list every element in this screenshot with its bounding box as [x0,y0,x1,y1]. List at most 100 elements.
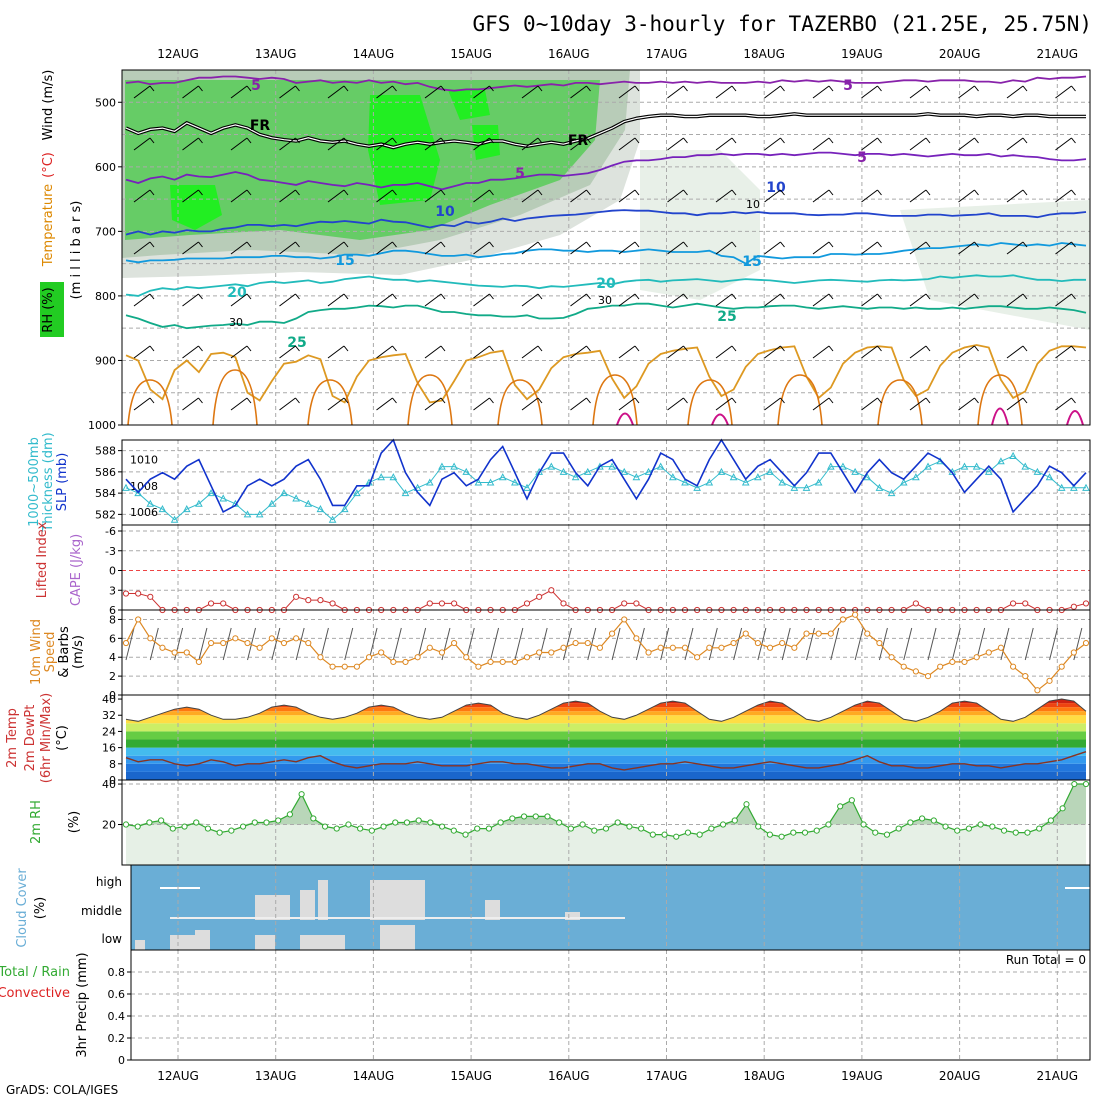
pressure-axis-tick-label: 1000 [88,419,116,432]
wind-barb [133,293,151,307]
rh-axis-label: RH (%) [41,287,56,332]
wind10-series-point [584,639,591,647]
rh2m-point [801,829,809,836]
wind-barb-flag [149,397,155,404]
wind-barb [230,85,248,99]
wind-barb [327,241,345,255]
wind-barb-flag [780,293,785,300]
top-day-label: 12AUG [157,47,199,61]
rh2m-point [415,817,422,824]
wind-barb-flag [295,397,300,404]
rh2m-point [930,817,937,824]
precip-axis-label: 3hr Precip (mm) [75,952,90,1057]
lifted-index-series-point [329,600,336,607]
wind-barb-flag [198,85,203,92]
rh2m-point [204,825,212,832]
wind-barb-flag [877,85,882,92]
wind-barb-flag [586,397,591,404]
wind-barb [909,85,927,99]
wind-barb [1055,137,1072,151]
thickness-series-point [571,473,580,481]
wind-barb [279,137,296,151]
wind10-series-point [159,644,166,651]
rh2m-point [837,803,844,810]
surface-wind-barb [514,627,524,661]
thickness-series-point [972,462,981,470]
wind-barb-flag [295,137,300,144]
rh2m-point [755,823,762,830]
wind10-series-point [353,663,360,670]
wind-barb [376,85,393,99]
contour-label: 10 [435,204,455,220]
temp-panel-grid [177,695,1058,780]
wind-barb-flag [828,189,834,196]
wind-barb-flag [925,241,931,248]
wind-barb [667,85,684,99]
cloud-axis-label-1: Cloud Cover [15,868,30,948]
wind-barb [812,85,830,99]
thickness-series-point [280,489,288,497]
wind-barb [861,293,878,307]
thickness-series-point [790,483,799,491]
rh2m-point [275,817,282,824]
cloud-panel-bg [131,865,1090,950]
rh2m-point [638,825,645,832]
wind-barb-flag [392,345,397,352]
wind-barb-flag [246,345,252,352]
isotherm-45-loop [616,412,634,426]
bottom-day-label: 21AUG [1037,1069,1079,1083]
lifted-index-series-point [548,587,555,594]
wind-barb [570,397,587,411]
wind-barb [715,85,733,99]
wind10-axis-tick-label: 6 [109,632,116,645]
wind-barb-flag [1022,397,1028,404]
wind-barb-flag [634,241,640,248]
rh2m-axis-label-1: 2m RH [29,800,44,844]
wind-barb [279,345,296,359]
wind10-series-point [256,644,263,651]
wind-barb [570,241,587,255]
wind10-series-point [305,639,312,647]
wind-barb-flag [343,137,349,144]
thickness-series-point [146,499,155,507]
wind-barb-flag [1022,137,1028,144]
wind-barb [1006,137,1024,151]
rh2m-point [298,791,305,798]
rh2m-point [731,817,738,824]
wind10-series-point [171,649,178,656]
wind-barb [1006,293,1024,307]
wind-barb [861,189,878,203]
wind-barb [327,137,345,151]
wind-barb [473,85,490,99]
wind10-axis-label-1: 10m Wind [29,619,44,685]
contour-label: 5 [857,150,867,166]
rh2m-point [673,833,680,840]
wind10-axis-tick-label: 0 [109,689,116,702]
wind-barb [133,345,151,359]
wind10-series-point [937,663,944,670]
wind-barb-flag [780,345,785,352]
wind10-axis-label-2: Speed [43,632,58,673]
wind-barb [909,137,927,151]
wind10-series-point [596,644,604,651]
wind-barb [1006,85,1024,99]
rh2m-point [790,829,797,836]
lifted-index-series-point [122,590,130,597]
wind-barb [812,189,830,203]
lifted-index-series-point [147,593,154,600]
rh2m-area-dark [126,784,1086,825]
rh2m-point [942,823,949,830]
wind-barb-flag [877,345,882,352]
slp-tick-label: 1006 [130,506,158,519]
wind-barb [230,397,248,411]
thickness-axis-tick-label: 586 [95,466,116,479]
wind-barb-flag [586,241,591,248]
surface-wind-barb [247,627,257,661]
wind-barb-flag [731,241,737,248]
wind-barb-flag [295,293,300,300]
temp-band [126,703,1086,708]
wind10-series-point [681,644,689,651]
temp-unit-label: (°C) [41,152,56,178]
wind-barb-flag [780,137,785,144]
wind10-series-point [706,644,713,651]
